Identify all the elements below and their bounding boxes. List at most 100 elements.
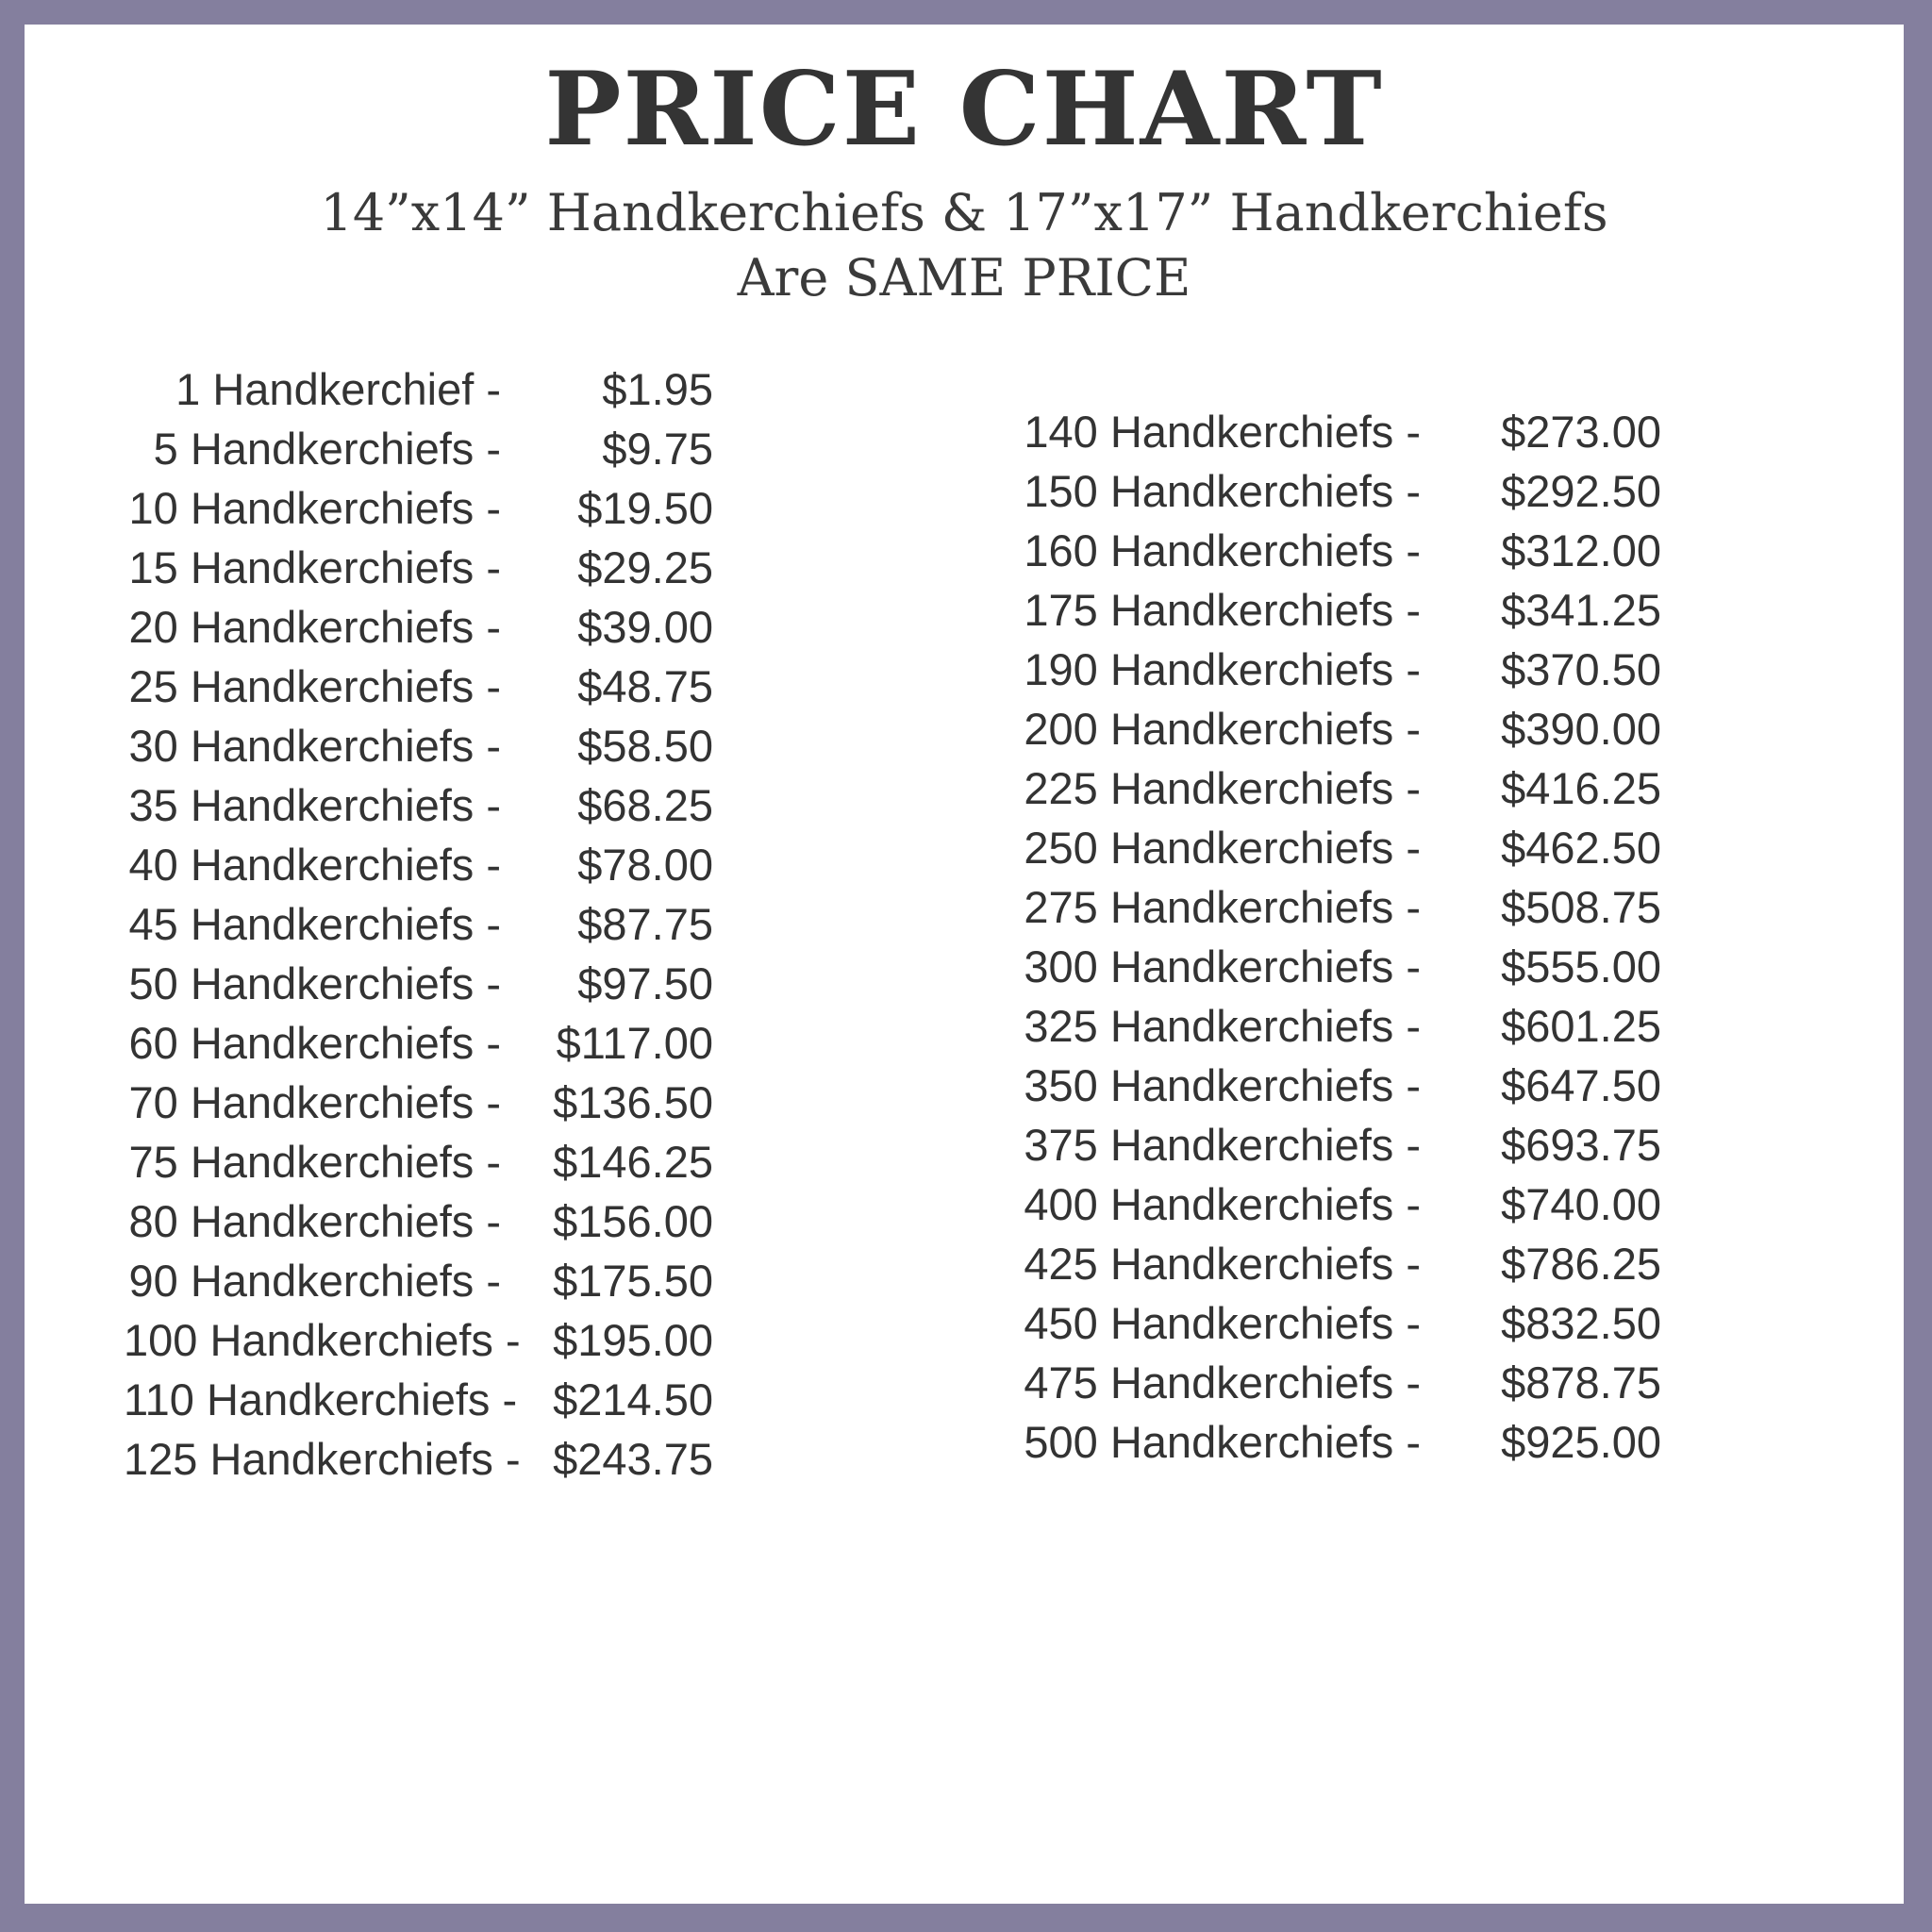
price-row-price: $136.50: [553, 1077, 713, 1127]
price-row: 300 Handkerchiefs - $555.00: [977, 937, 1807, 996]
price-row-quantity: 10 Handkerchiefs -: [128, 483, 501, 533]
price-row: 40 Handkerchiefs - $78.00: [124, 835, 869, 894]
price-row-price: $117.00: [556, 1018, 713, 1068]
price-row-price: $786.25: [1501, 1239, 1661, 1289]
price-row-quantity: 150 Handkerchiefs -: [1024, 466, 1421, 516]
price-row: 20 Handkerchiefs - $39.00: [124, 597, 869, 657]
price-row: 200 Handkerchiefs - $390.00: [977, 699, 1807, 758]
price-row: 45 Handkerchiefs - $87.75: [124, 894, 869, 954]
price-row-price: $312.00: [1501, 525, 1661, 575]
price-row-price: $156.00: [553, 1196, 713, 1246]
price-row-price: $29.25: [577, 542, 713, 592]
price-row-quantity: 190 Handkerchiefs -: [1024, 644, 1421, 694]
price-row-price: $97.50: [577, 958, 713, 1008]
price-columns: 1 Handkerchief - $1.95 5 Handkerchiefs - $9…: [25, 359, 1904, 1850]
price-row-quantity: 5 Handkerchiefs -: [153, 424, 501, 474]
price-row: 400 Handkerchiefs - $740.00: [977, 1174, 1807, 1234]
price-row: 425 Handkerchiefs - $786.25: [977, 1234, 1807, 1293]
price-row-price: $878.75: [1501, 1357, 1661, 1407]
price-row: 70 Handkerchiefs - $136.50: [124, 1073, 869, 1132]
price-row-quantity: 20 Handkerchiefs -: [128, 602, 501, 652]
price-row-quantity: 375 Handkerchiefs -: [1024, 1120, 1421, 1170]
subtitle-line-1: 14”x14” Handkerchiefs & 17”x17” Handkerc…: [320, 182, 1608, 242]
price-row-quantity: 225 Handkerchiefs -: [1024, 763, 1421, 813]
price-row-quantity: 60 Handkerchiefs -: [128, 1018, 501, 1068]
price-row-price: $1.95: [602, 364, 713, 414]
price-row-price: $68.25: [577, 780, 713, 830]
price-row-price: $370.50: [1501, 644, 1661, 694]
price-row-quantity: 90 Handkerchiefs -: [128, 1256, 501, 1306]
price-row: 175 Handkerchiefs - $341.25: [977, 580, 1807, 640]
price-row: 90 Handkerchiefs - $175.50: [124, 1251, 869, 1310]
price-row-quantity: 250 Handkerchiefs -: [1024, 823, 1421, 873]
price-row-quantity: 70 Handkerchiefs -: [128, 1077, 501, 1127]
price-row: 125 Handkerchiefs - $243.75: [124, 1429, 869, 1489]
price-row: 475 Handkerchiefs - $878.75: [977, 1353, 1807, 1412]
price-row-quantity: 200 Handkerchiefs -: [1024, 704, 1421, 754]
page-title: PRICE CHART: [544, 50, 1384, 169]
price-row-quantity: 275 Handkerchiefs -: [1024, 882, 1421, 932]
price-row-quantity: 75 Handkerchiefs -: [128, 1137, 501, 1187]
price-row-price: $146.25: [553, 1137, 713, 1187]
price-row-price: $214.50: [553, 1374, 713, 1424]
price-row-quantity: 125 Handkerchiefs -: [124, 1434, 521, 1484]
price-row: 35 Handkerchiefs - $68.25: [124, 775, 869, 835]
price-row-quantity: 325 Handkerchiefs -: [1024, 1001, 1421, 1051]
price-row: 110 Handkerchiefs - $214.50: [124, 1370, 869, 1429]
price-row: 1 Handkerchief - $1.95: [124, 359, 869, 419]
price-row: 350 Handkerchiefs - $647.50: [977, 1056, 1807, 1115]
price-row: 375 Handkerchiefs - $693.75: [977, 1115, 1807, 1174]
price-row-quantity: 50 Handkerchiefs -: [128, 958, 501, 1008]
price-row: 80 Handkerchiefs - $156.00: [124, 1191, 869, 1251]
price-row: 250 Handkerchiefs - $462.50: [977, 818, 1807, 877]
poster-page: PRICE CHART 14”x14” Handkerchiefs & 17”x…: [25, 25, 1904, 1904]
price-row: 140 Handkerchiefs - $273.00: [977, 402, 1807, 461]
price-row-quantity: 140 Handkerchiefs -: [1024, 407, 1421, 457]
price-row-price: $462.50: [1501, 823, 1661, 873]
price-row-price: $273.00: [1501, 407, 1661, 457]
price-row-quantity: 25 Handkerchiefs -: [128, 661, 501, 711]
price-row-price: $292.50: [1501, 466, 1661, 516]
price-row: 150 Handkerchiefs - $292.50: [977, 461, 1807, 521]
price-row-price: $555.00: [1501, 941, 1661, 991]
price-row-quantity: 1 Handkerchief -: [175, 364, 501, 414]
price-row-price: $175.50: [553, 1256, 713, 1306]
price-row-quantity: 30 Handkerchiefs -: [128, 721, 501, 771]
price-row: 100 Handkerchiefs - $195.00: [124, 1310, 869, 1370]
subtitle-line-2: Are SAME PRICE: [737, 248, 1191, 308]
price-row: 325 Handkerchiefs - $601.25: [977, 996, 1807, 1056]
price-row-price: $9.75: [602, 424, 713, 474]
price-row: 275 Handkerchiefs - $508.75: [977, 877, 1807, 937]
price-row-price: $58.50: [577, 721, 713, 771]
price-row-price: $647.50: [1501, 1060, 1661, 1110]
price-row: 60 Handkerchiefs - $117.00: [124, 1013, 869, 1073]
price-row-quantity: 15 Handkerchiefs -: [128, 542, 501, 592]
price-row-price: $508.75: [1501, 882, 1661, 932]
price-list-left-column: 1 Handkerchief - $1.95 5 Handkerchiefs - $9…: [124, 359, 869, 1489]
price-row-price: $87.75: [577, 899, 713, 949]
price-row-quantity: 475 Handkerchiefs -: [1024, 1357, 1421, 1407]
price-row-price: $19.50: [577, 483, 713, 533]
price-row-price: $78.00: [577, 840, 713, 890]
price-row-quantity: 100 Handkerchiefs -: [124, 1315, 521, 1365]
price-row-price: $195.00: [553, 1315, 713, 1365]
price-row-quantity: 450 Handkerchiefs -: [1024, 1298, 1421, 1348]
price-row-price: $341.25: [1501, 585, 1661, 635]
price-row-price: $693.75: [1501, 1120, 1661, 1170]
price-row-price: $416.25: [1501, 763, 1661, 813]
price-row-quantity: 40 Handkerchiefs -: [128, 840, 501, 890]
price-row-quantity: 425 Handkerchiefs -: [1024, 1239, 1421, 1289]
price-row: 225 Handkerchiefs - $416.25: [977, 758, 1807, 818]
price-row: 190 Handkerchiefs - $370.50: [977, 640, 1807, 699]
price-row: 75 Handkerchiefs - $146.25: [124, 1132, 869, 1191]
price-row: 50 Handkerchiefs - $97.50: [124, 954, 869, 1013]
price-row-price: $48.75: [577, 661, 713, 711]
price-row-price: $832.50: [1501, 1298, 1661, 1348]
price-row-quantity: 80 Handkerchiefs -: [128, 1196, 501, 1246]
price-row-quantity: 300 Handkerchiefs -: [1024, 941, 1421, 991]
price-row: 30 Handkerchiefs - $58.50: [124, 716, 869, 775]
price-row: 450 Handkerchiefs - $832.50: [977, 1293, 1807, 1353]
price-row-quantity: 160 Handkerchiefs -: [1024, 525, 1421, 575]
page-subtitle: 14”x14” Handkerchiefs & 17”x17” Handkerc…: [25, 180, 1904, 310]
price-row-quantity: 400 Handkerchiefs -: [1024, 1179, 1421, 1229]
